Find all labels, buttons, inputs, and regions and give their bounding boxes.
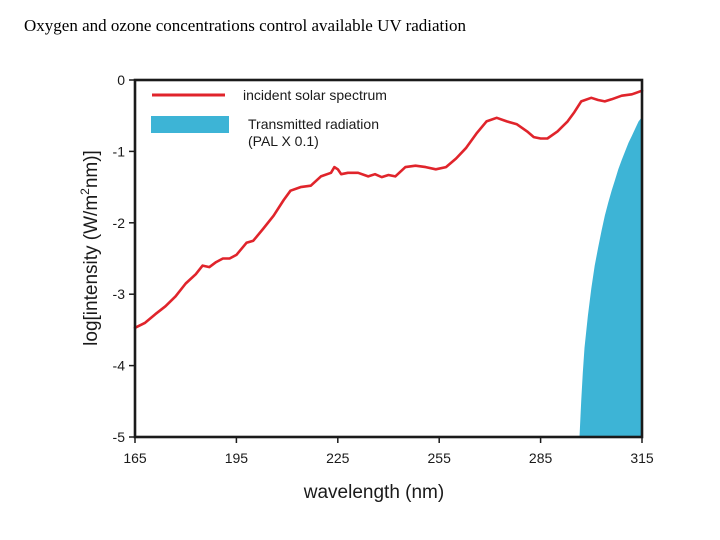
plot-frame — [133, 78, 644, 439]
y-axis-label: log[intensity (W/m2nm)] — [78, 150, 102, 346]
y-tick-label--4: -4 — [113, 358, 126, 374]
y-tick-label--5: -5 — [113, 429, 126, 445]
incident-spectrum-line — [133, 89, 644, 330]
x-tick-label-315: 315 — [630, 450, 654, 466]
x-tick-label-285: 285 — [529, 450, 553, 466]
legend-area-swatch — [151, 116, 229, 133]
x-tick-label-195: 195 — [225, 450, 249, 466]
legend: incident solar spectrum Transmitted radi… — [151, 87, 387, 149]
y-axis-ticks: 0 -1 -2 -3 -4 -5 — [113, 72, 135, 445]
legend-label-incident: incident solar spectrum — [243, 87, 387, 103]
legend-label-transmitted-sub: (PAL X 0.1) — [248, 133, 319, 149]
y-tick-label--2: -2 — [113, 215, 126, 231]
transmitted-radiation-area — [579, 117, 642, 437]
y-tick-label--3: -3 — [113, 286, 126, 302]
slide-title: Oxygen and ozone concentrations control … — [24, 16, 467, 35]
x-tick-label-255: 255 — [428, 450, 452, 466]
y-axis-label-suffix: nm)] — [81, 150, 102, 188]
x-tick-label-225: 225 — [326, 450, 350, 466]
x-axis-ticks: 165 195 225 255 285 315 — [123, 437, 654, 466]
y-tick-label--1: -1 — [113, 143, 126, 159]
y-tick-label-0: 0 — [117, 72, 125, 88]
y-axis-label-sup: 2 — [78, 188, 92, 195]
x-axis-label: wavelength (nm) — [303, 482, 444, 503]
x-tick-label-165: 165 — [123, 450, 147, 466]
y-axis-label-prefix: log[intensity (W/m — [81, 195, 102, 346]
legend-label-transmitted: Transmitted radiation — [248, 116, 379, 132]
